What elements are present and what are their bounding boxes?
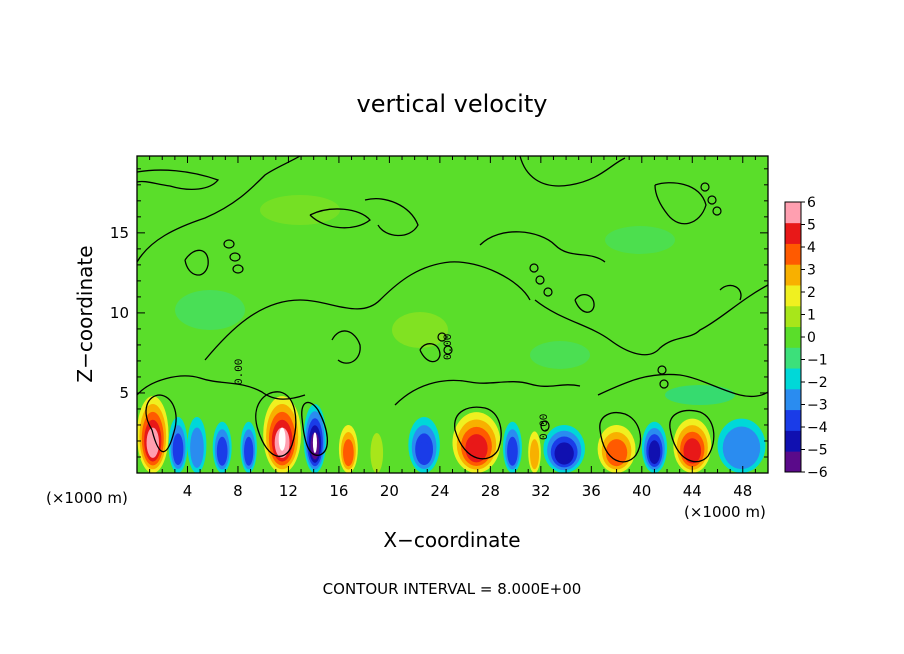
velocity-cell [408,416,440,473]
x-tick-label: 4 [183,482,193,500]
x-axis-unit-right: (×1000 m) [684,503,766,521]
colorbar-swatch [785,409,801,431]
x-tick-label: 8 [233,482,243,500]
velocity-cell [717,418,766,473]
colorbar-swatch [785,305,801,328]
colorbar-tick-label: −2 [807,375,828,391]
x-tick-label: 48 [733,482,752,500]
colorbar-swatch [785,202,801,224]
x-tick-label: 20 [380,482,399,500]
x-axis-unit-left: (×1000 m) [46,489,128,507]
x-tick-label: 32 [531,482,550,500]
colorbar-tick-label: 3 [807,263,816,279]
velocity-cell [502,421,522,473]
chart-title: vertical velocity [357,90,548,118]
plot-area: 0.00 0.00 0.00 [136,155,769,474]
velocity-cell [597,424,636,473]
colorbar-tick-label: −6 [807,465,828,481]
colorbar-tick-label: 1 [807,308,816,324]
x-tick-label: 24 [430,482,449,500]
colorbar-swatch [785,222,801,244]
y-axis-ticks: 5 10 15 [110,168,768,458]
background-texture [175,195,735,405]
contour-interval-note: CONTOUR INTERVAL = 8.000E+00 [323,580,582,598]
x-tick-label: 16 [329,482,348,500]
contour-label: 0.00 [443,334,455,360]
colorbar-tick-label: 6 [807,195,816,211]
x-tick-label: 44 [683,482,702,500]
colorbar-swatch [785,347,801,369]
colorbar-swatch [785,285,801,307]
velocity-cell [641,421,668,473]
colorbar-swatch [785,264,801,286]
velocity-cell [673,418,712,473]
velocity-cell [370,432,384,473]
colorbar-tick-label: −1 [807,353,828,369]
velocity-cell [187,416,207,473]
colorbar-swatch [785,430,801,452]
colorbar-swatch [785,388,801,411]
y-tick-label: 15 [110,224,129,242]
colorbar-tick-label: −3 [807,398,828,414]
x-tick-label: 40 [632,482,651,500]
velocity-cell [240,421,257,473]
velocity-cells [137,396,766,473]
colorbar-swatch [785,451,801,473]
x-axis-ticks: 4 8 12 16 20 24 28 32 36 40 44 48 [149,156,756,500]
x-tick-label: 36 [582,482,601,500]
velocity-cell [528,431,541,473]
x-tick-label: 28 [481,482,500,500]
velocity-cell [303,404,327,473]
x-axis-label: X−coordinate [383,528,520,552]
colorbar: 6 5 4 3 2 1 0 −1 −2 −3 −4 −5 −6 [784,195,828,481]
contour-labels: 0.00 0.00 0.00 [234,334,551,440]
x-tick-label: 12 [279,482,298,500]
y-axis-label: Z−coordinate [73,245,97,382]
velocity-cell [452,412,501,473]
colorbar-swatch [785,326,801,348]
contour-label: 0.00 [539,414,551,440]
y-tick-label: 10 [110,304,129,322]
contour-label: 0.00 [234,359,246,385]
colorbar-tick-label: 5 [807,218,816,234]
velocity-cell [168,416,188,473]
velocity-cell [543,424,586,473]
colorbar-tick-label: −4 [807,420,828,436]
colorbar-tick-label: 2 [807,285,816,301]
contour-lines [137,156,768,463]
y-tick-label: 5 [119,384,129,402]
colorbar-tick-label: −5 [807,443,828,459]
velocity-cell [263,396,302,473]
velocity-cell [212,421,232,473]
colorbar-tick-label: 4 [807,240,816,256]
colorbar-swatch [785,368,801,390]
colorbar-swatch [785,243,801,265]
contour-rings [223,182,722,432]
colorbar-tick-label: 0 [807,330,816,346]
velocity-cell [338,424,358,473]
